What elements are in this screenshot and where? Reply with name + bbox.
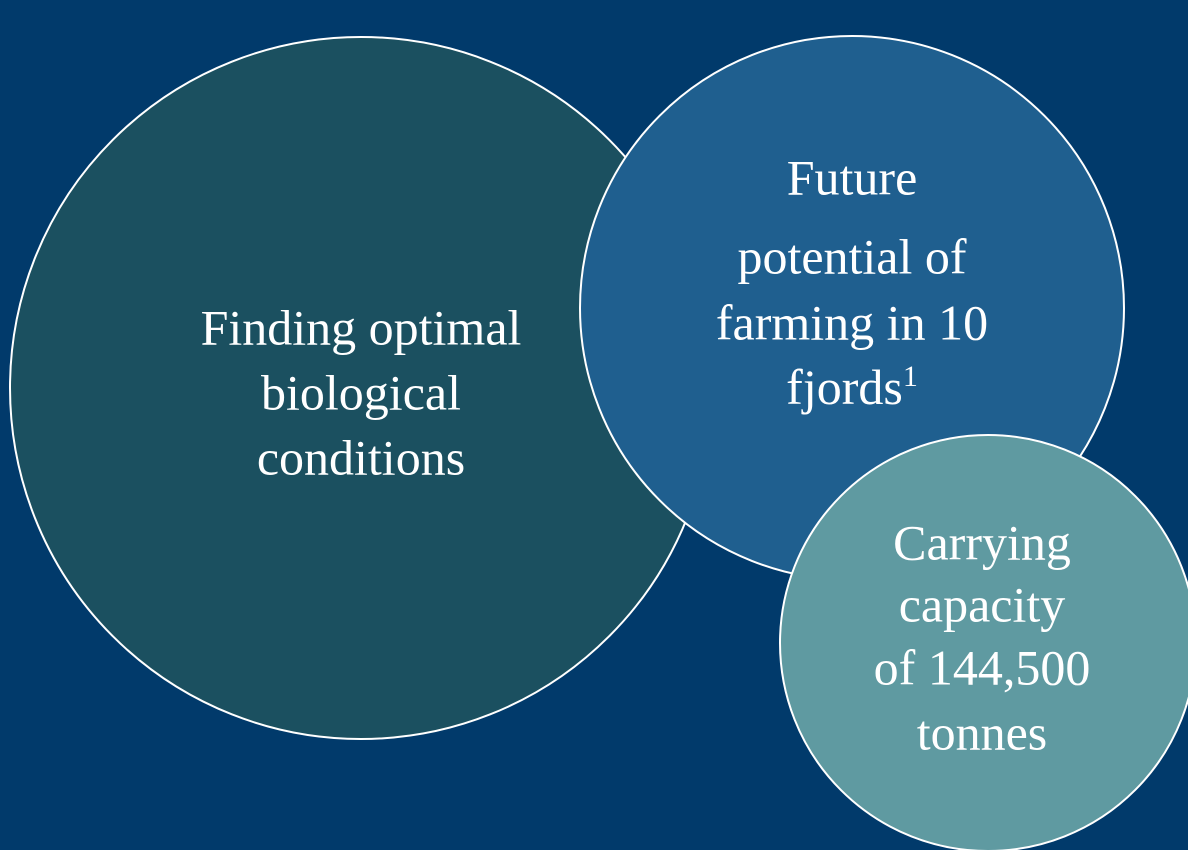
- label-line: fjords1: [786, 359, 918, 415]
- label-text: fjords: [786, 359, 903, 415]
- label-line: Future: [787, 149, 918, 205]
- label-line: Finding optimal: [201, 299, 522, 355]
- footnote-mark: 1: [903, 360, 918, 393]
- label-line: capacity: [899, 576, 1066, 632]
- label-line: farming in 10: [716, 294, 988, 350]
- label-line: conditions: [257, 429, 465, 485]
- label-line: Carrying: [893, 514, 1071, 570]
- circle-capacity: [779, 434, 1188, 850]
- label-line: tonnes: [917, 704, 1048, 760]
- label-line: of 144,500: [874, 639, 1091, 695]
- label-line: biological: [261, 364, 461, 420]
- label-line: potential of: [737, 228, 966, 284]
